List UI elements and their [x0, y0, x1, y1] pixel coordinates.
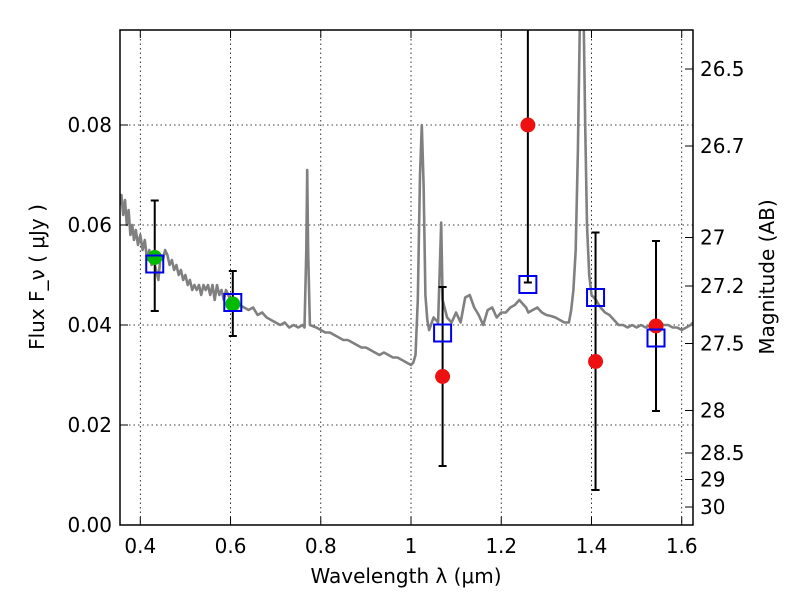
- x-tick-label: 1: [405, 534, 418, 558]
- right-tick-label: 28.5: [700, 441, 745, 465]
- data-point: [520, 117, 536, 133]
- spectrum-line: [120, 30, 693, 367]
- x-tick-label: 0.4: [124, 534, 156, 558]
- plot-area: [120, 30, 693, 491]
- right-tick-label: 26.7: [700, 134, 745, 158]
- y-tick-label: 0.06: [67, 213, 112, 237]
- y-tick-label: 0.00: [67, 513, 112, 537]
- axis-ticks: 0.4 0.6 0.8 1 1.2 1.4 1.6 0.00 0.02 0.04 0.06 0.08 2…: [67, 30, 745, 558]
- right-tick-label: 27.5: [700, 332, 745, 356]
- grid-lines: [120, 30, 693, 525]
- y-axis-label: Flux F_ν ( μJy ): [25, 204, 49, 350]
- x-tick-label: 0.6: [215, 534, 247, 558]
- model-point: [518, 275, 538, 294]
- x-axis-label: Wavelength λ (μm): [310, 564, 501, 588]
- y-tick-label: 0.02: [67, 413, 112, 437]
- right-axis-label: Magnitude (AB): [755, 199, 779, 354]
- model-point: [433, 323, 453, 343]
- model-point: [145, 254, 165, 274]
- x-tick-label: 1.6: [666, 534, 698, 558]
- plot-frame: [119, 29, 694, 526]
- right-tick-label: 27: [700, 226, 725, 250]
- right-tick-label: 30: [700, 495, 725, 519]
- model-point: [223, 293, 243, 312]
- model-point: [646, 328, 666, 348]
- y-tick-label: 0.04: [67, 313, 112, 337]
- y-tick-label: 0.08: [67, 113, 112, 137]
- right-tick-label: 29: [700, 468, 725, 492]
- data-point: [588, 354, 604, 369]
- data-point: [435, 369, 451, 384]
- x-tick-label: 1.2: [485, 534, 517, 558]
- model-point: [586, 288, 606, 307]
- right-tick-label: 26.5: [700, 57, 745, 81]
- data-point: [225, 296, 241, 312]
- data-point: [147, 250, 163, 265]
- x-tick-label: 0.8: [305, 534, 337, 558]
- right-tick-label: 28: [700, 399, 725, 423]
- data-point: [648, 318, 664, 334]
- x-tick-label: 1.4: [576, 534, 608, 558]
- right-tick-label: 27.2: [700, 274, 745, 298]
